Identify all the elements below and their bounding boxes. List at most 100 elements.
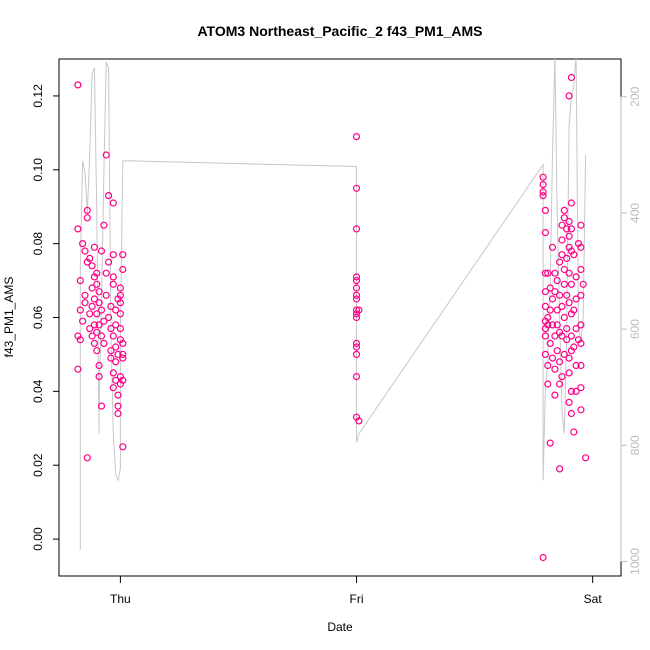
data-point (581, 454, 590, 462)
data-point (548, 295, 557, 303)
data-point (107, 354, 115, 362)
data-point (577, 321, 585, 329)
data-point (551, 365, 559, 373)
data-point (88, 332, 96, 340)
secondary-line-series (79, 59, 587, 550)
data-point (100, 317, 108, 325)
y-tick-label: 0.10 (31, 158, 45, 182)
data-point (86, 310, 94, 318)
data-point (555, 465, 564, 473)
data-point (355, 417, 363, 425)
data-point (558, 302, 566, 310)
data-point (570, 343, 578, 351)
y-axis-label: f43_PM1_AMS (2, 277, 16, 358)
data-point (546, 284, 554, 292)
x-tick-label: Thu (110, 592, 131, 606)
data-point (553, 306, 561, 314)
data-point (88, 284, 96, 292)
data-point (116, 310, 125, 318)
data-point (546, 339, 554, 347)
data-point (563, 254, 571, 262)
data-point (548, 354, 557, 362)
data-point (570, 428, 578, 436)
data-point (352, 313, 361, 322)
data-point (565, 243, 573, 251)
data-point (93, 310, 101, 318)
data-point (76, 336, 84, 344)
data-point (107, 347, 115, 355)
data-point (93, 269, 101, 277)
data-point (119, 376, 127, 384)
data-point (76, 277, 84, 285)
x-axis: Thu Fri Sat (110, 575, 602, 606)
data-point (116, 325, 125, 333)
data-point (567, 332, 576, 340)
data-point (83, 214, 91, 222)
y-tick-label: 0.06 (31, 305, 45, 329)
left-axis: 0.00 0.02 0.04 0.06 0.08 0.10 0.12 (31, 84, 60, 551)
data-point (109, 369, 117, 377)
data-point (567, 73, 576, 82)
data-point (572, 325, 580, 333)
data-point (93, 347, 101, 355)
data-point (565, 269, 573, 277)
data-point (560, 313, 568, 322)
data-point (560, 280, 568, 288)
data-point (555, 380, 564, 388)
data-point (555, 358, 564, 366)
data-point (563, 336, 571, 344)
data-point (102, 291, 110, 299)
data-point (352, 291, 361, 299)
data-point (97, 306, 106, 314)
data-point (539, 181, 547, 189)
data-point (352, 343, 361, 351)
right-axis: 200 400 600 800 1000 (620, 86, 642, 575)
data-point (567, 387, 576, 395)
data-point (97, 332, 106, 340)
data-point (572, 273, 580, 281)
data-point (539, 188, 547, 196)
data-point (565, 92, 573, 100)
data-point (114, 409, 122, 418)
data-point (355, 306, 363, 314)
data-point (90, 295, 99, 303)
data-point (352, 225, 361, 233)
data-point (88, 302, 96, 310)
data-point (553, 321, 561, 329)
data-point (560, 206, 568, 214)
data-point (548, 243, 557, 251)
data-point (78, 317, 87, 325)
data-point (95, 299, 103, 307)
data-point (352, 306, 361, 314)
data-point (541, 350, 550, 358)
data-point (352, 350, 361, 358)
chart-title: ATOM3 Northeast_Pacific_2 f43_PM1_AMS (197, 23, 482, 39)
data-point (541, 288, 550, 296)
data-point (88, 262, 96, 270)
data-point (352, 273, 361, 281)
data-point (558, 251, 566, 259)
data-point (560, 350, 568, 358)
data-point (119, 339, 127, 347)
data-point (563, 225, 571, 233)
data-point (112, 321, 120, 329)
data-point (81, 291, 89, 299)
data-point (107, 325, 115, 333)
data-point (352, 277, 361, 285)
data-point (577, 243, 585, 251)
data-point (546, 306, 554, 314)
line-path (79, 59, 587, 550)
data-point (560, 265, 568, 274)
data-point (352, 295, 361, 303)
data-point (116, 284, 125, 292)
data-point (90, 339, 99, 347)
data-point (572, 295, 580, 303)
data-point (579, 280, 587, 288)
data-point (541, 206, 550, 214)
data-point (74, 81, 82, 89)
data-point (567, 225, 576, 233)
data-point (116, 291, 125, 299)
data-point (109, 199, 117, 207)
data-point (119, 350, 127, 358)
data-point (86, 254, 94, 262)
